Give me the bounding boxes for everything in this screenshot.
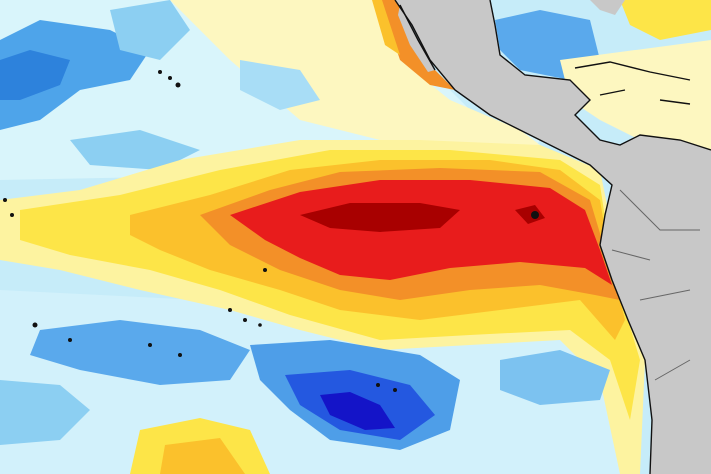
island — [393, 388, 397, 392]
warm-zone-dark-red — [300, 203, 460, 232]
cool-patch — [500, 350, 610, 405]
island — [178, 353, 182, 357]
caribbean-water — [560, 40, 711, 150]
warm-patch — [160, 438, 245, 474]
island — [263, 268, 267, 272]
island — [258, 323, 262, 327]
island — [228, 308, 232, 312]
island-outline — [574, 61, 691, 105]
land — [395, 0, 711, 474]
cool-patch — [0, 380, 90, 445]
border — [611, 189, 700, 381]
island — [32, 322, 38, 328]
cool-patch — [0, 20, 150, 130]
island — [243, 318, 247, 322]
land — [590, 0, 625, 15]
cool-patch — [0, 50, 70, 100]
cool-patch — [240, 60, 320, 110]
coastal-warm — [372, 0, 400, 55]
island — [376, 383, 380, 387]
coastline — [489, 0, 711, 151]
island — [168, 76, 172, 80]
island — [68, 338, 72, 342]
coastline — [394, 0, 653, 474]
island — [175, 82, 181, 88]
island — [531, 211, 539, 219]
cold-patch — [320, 392, 395, 430]
pale-yellow-north — [170, 0, 560, 160]
cool-patch — [110, 0, 190, 60]
atlantic-water — [620, 0, 711, 40]
cool-patch — [30, 320, 250, 385]
warm-zone-red — [230, 180, 612, 285]
cool-patch — [70, 130, 200, 170]
islands — [3, 70, 539, 392]
island — [158, 70, 162, 74]
warm-zone-dark-red — [515, 205, 545, 224]
island — [148, 343, 152, 347]
island — [10, 213, 14, 217]
coastline — [399, 4, 436, 71]
island — [3, 198, 7, 202]
